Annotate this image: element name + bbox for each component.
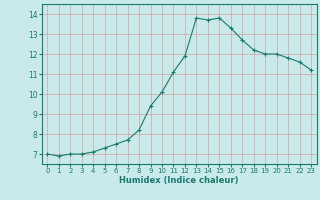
X-axis label: Humidex (Indice chaleur): Humidex (Indice chaleur) (119, 176, 239, 185)
